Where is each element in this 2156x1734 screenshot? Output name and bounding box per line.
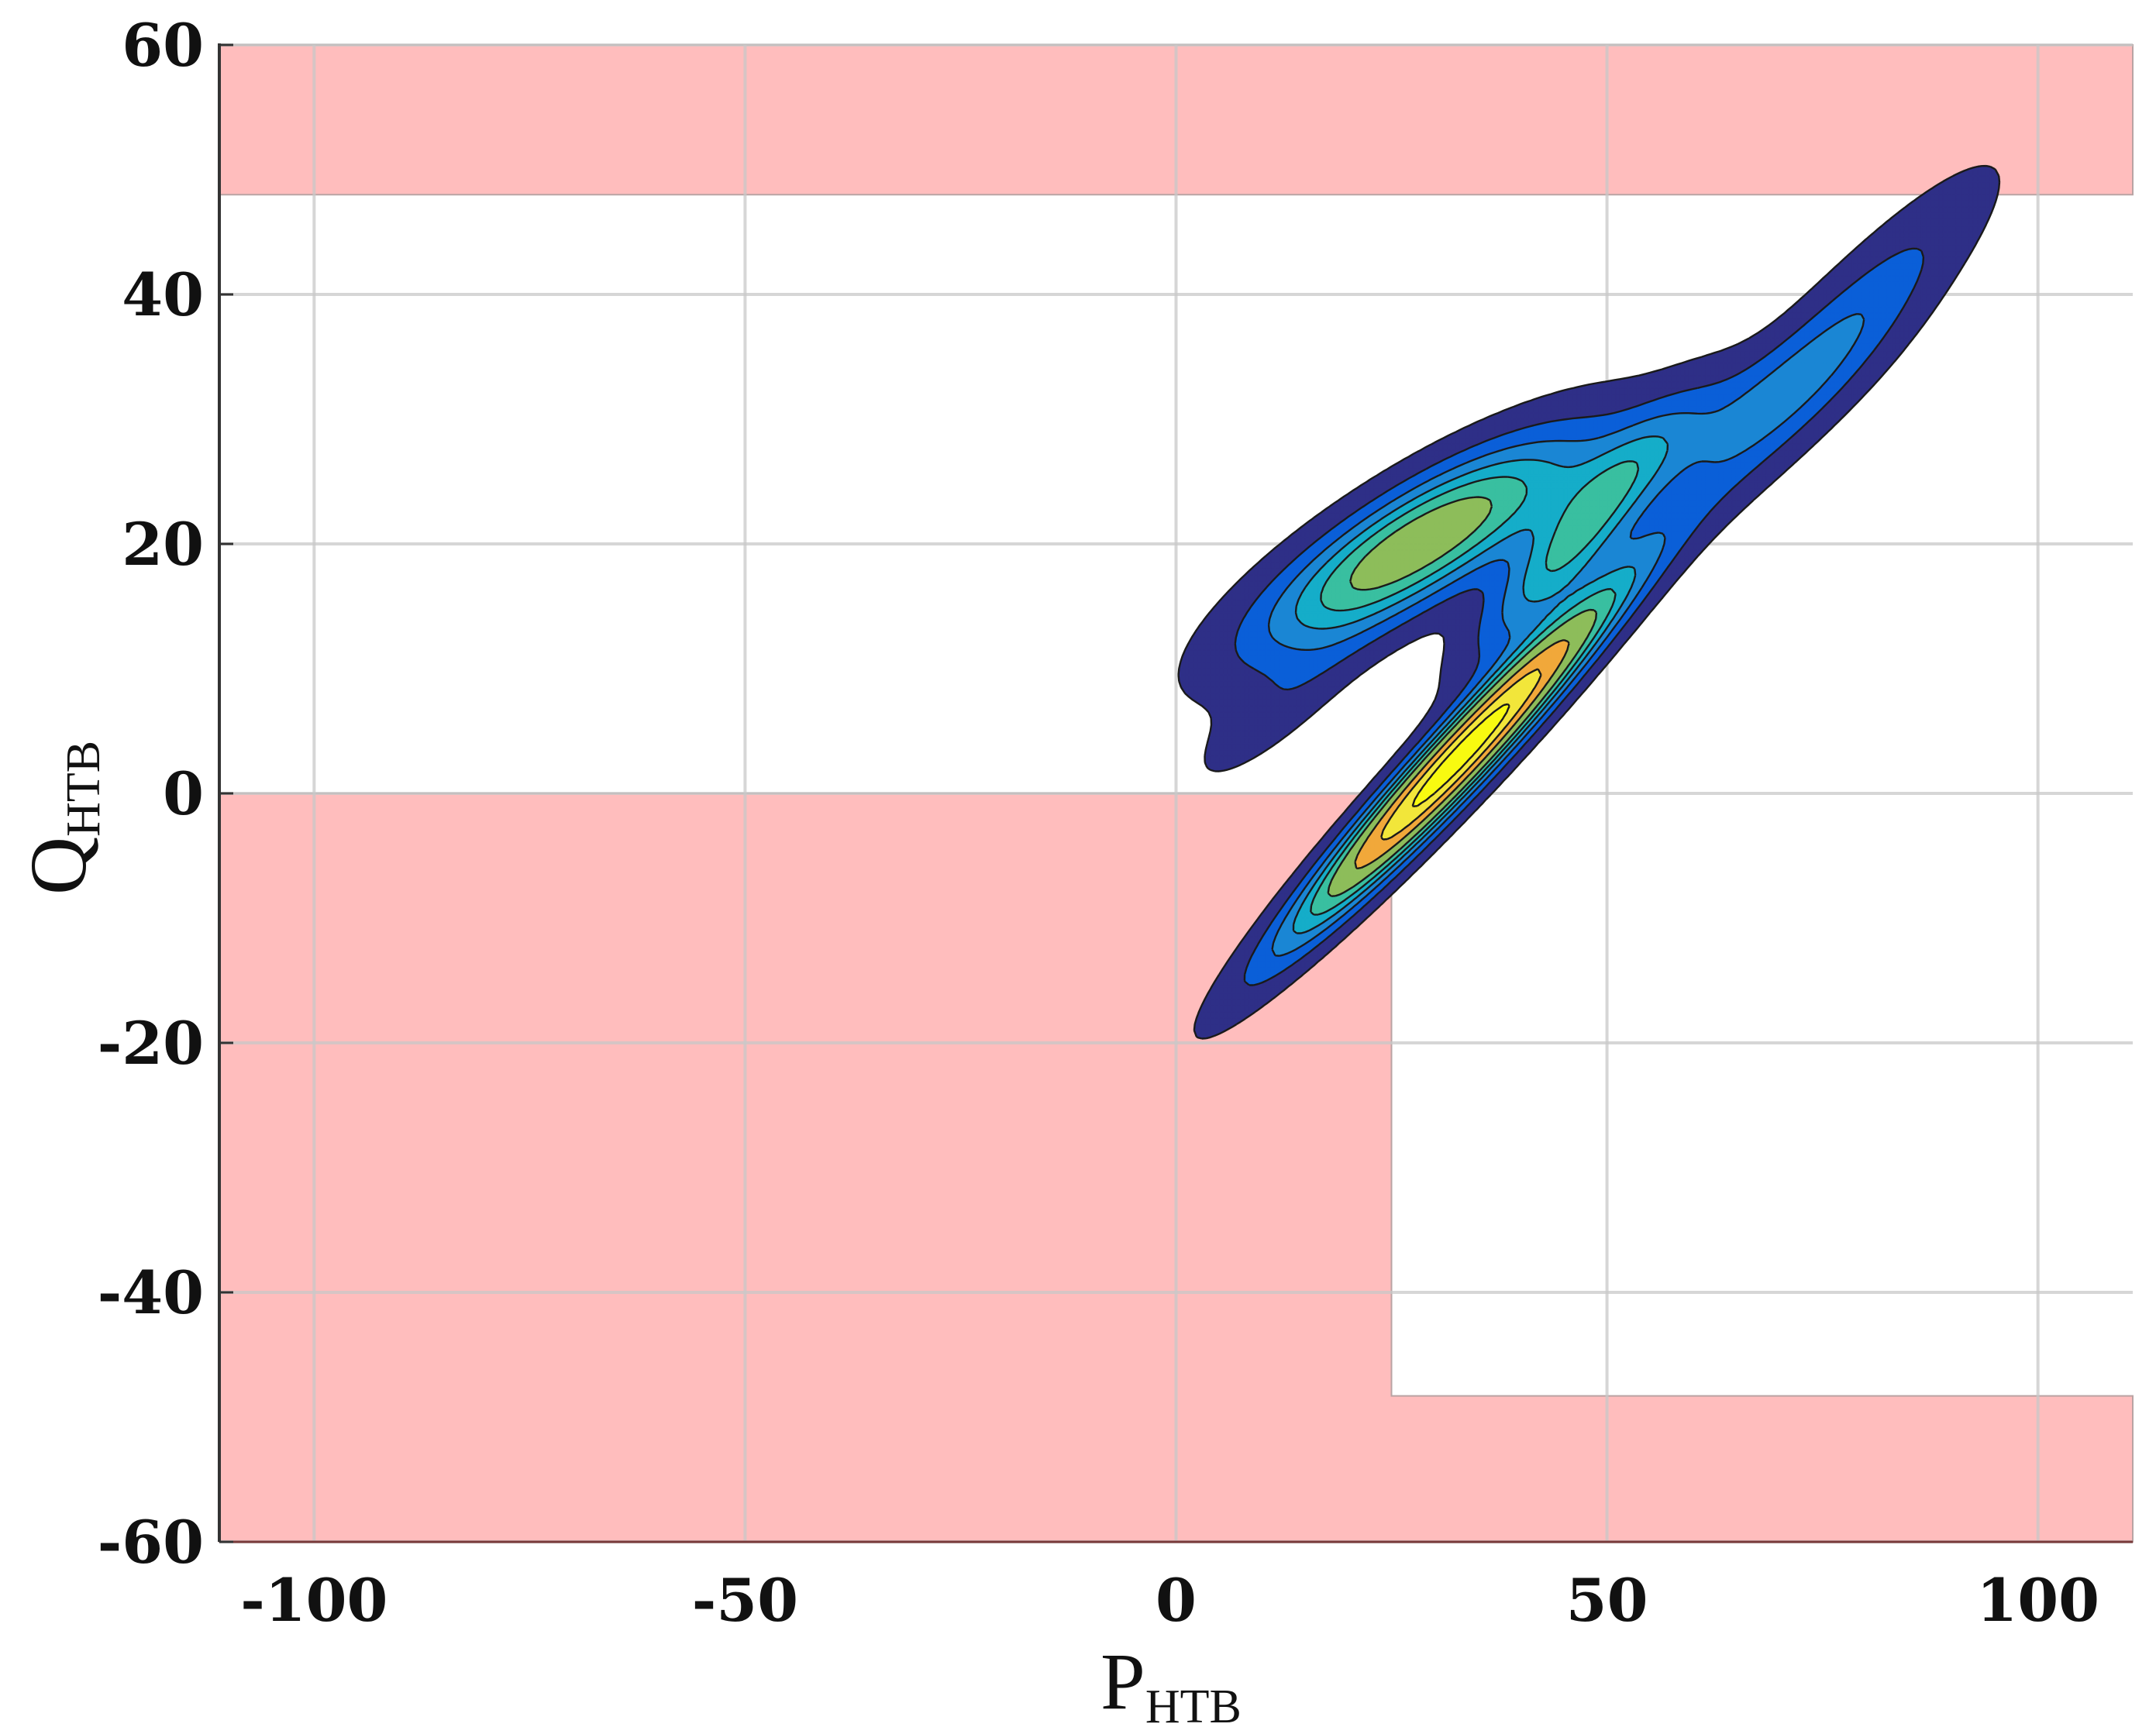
x-axis-label: PHTB [1100,1637,1242,1733]
x-tick-label: 0 [1155,1566,1197,1635]
x-tick-label: -100 [240,1566,387,1635]
y-tick-label: -40 [98,1258,204,1327]
contour-line-9 [1411,703,1510,807]
contour-line-1 [1177,164,2001,1040]
y-axis-label: QHTB [14,741,110,895]
axes [218,43,2133,1543]
contour-line-4 [1292,435,1669,934]
x-tick-label: 100 [1976,1566,2099,1635]
contour-line-8 [1380,668,1542,841]
contour-line-2 [1234,247,1925,986]
contour-line-7 [1354,638,1570,870]
contour-line-3 [1267,313,1865,957]
y-tick-label: 40 [122,260,204,329]
y-tick-labels: -60 -40 -20 0 20 40 60 [98,11,204,1577]
contour-line-5 [1310,460,1640,916]
y-tick-label: -60 [98,1508,204,1577]
contour-line-6 [1327,496,1598,897]
y-tick-label: 0 [163,759,204,828]
x-tick-labels: -100 -50 0 50 100 [240,1566,2099,1635]
x-tick-label: -50 [692,1566,798,1635]
y-tick-label: 60 [122,11,204,80]
y-tick-label: 20 [122,510,204,579]
y-tick-label: -20 [98,1009,204,1078]
x-tick-label: 50 [1566,1566,1648,1635]
density-contours [1177,164,2001,1040]
